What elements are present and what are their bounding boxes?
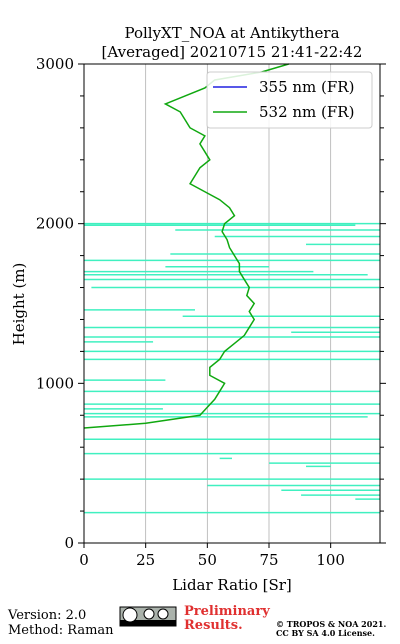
- status: Preliminary: [184, 604, 270, 619]
- plot-frame: [83, 63, 381, 544]
- y-tick-label: 3000: [36, 55, 74, 73]
- y-tick-label: 1000: [36, 374, 74, 392]
- y-tick-label: 0: [64, 534, 74, 552]
- x-tick-label: 0: [79, 551, 89, 569]
- title: [Averaged] 20210715 21:41-22:42: [102, 43, 363, 61]
- copyright: © TROPOS & NOA 2021.: [276, 619, 386, 629]
- x-tick-label: 75: [259, 551, 278, 569]
- x-tick-label: 25: [136, 551, 155, 569]
- legend-box: [206, 71, 373, 129]
- version: Version: 2.0: [7, 608, 86, 623]
- y-label: Height (m): [10, 263, 28, 346]
- title: PollyXT_NOA at Antikythera: [124, 24, 339, 42]
- cc-logo: [119, 606, 177, 627]
- y-tick-label: 2000: [36, 215, 74, 233]
- profile-line: [83, 63, 289, 429]
- copyright: CC BY SA 4.0 License.: [276, 628, 375, 638]
- x-label: Lidar Ratio [Sr]: [172, 576, 292, 594]
- method: Method: Raman: [8, 623, 114, 638]
- legend-label: 532 nm (FR): [259, 103, 354, 121]
- x-tick-label: 100: [316, 551, 345, 569]
- legend-label: 355 nm (FR): [259, 78, 354, 96]
- x-tick-label: 50: [198, 551, 217, 569]
- status: Results.: [184, 618, 243, 633]
